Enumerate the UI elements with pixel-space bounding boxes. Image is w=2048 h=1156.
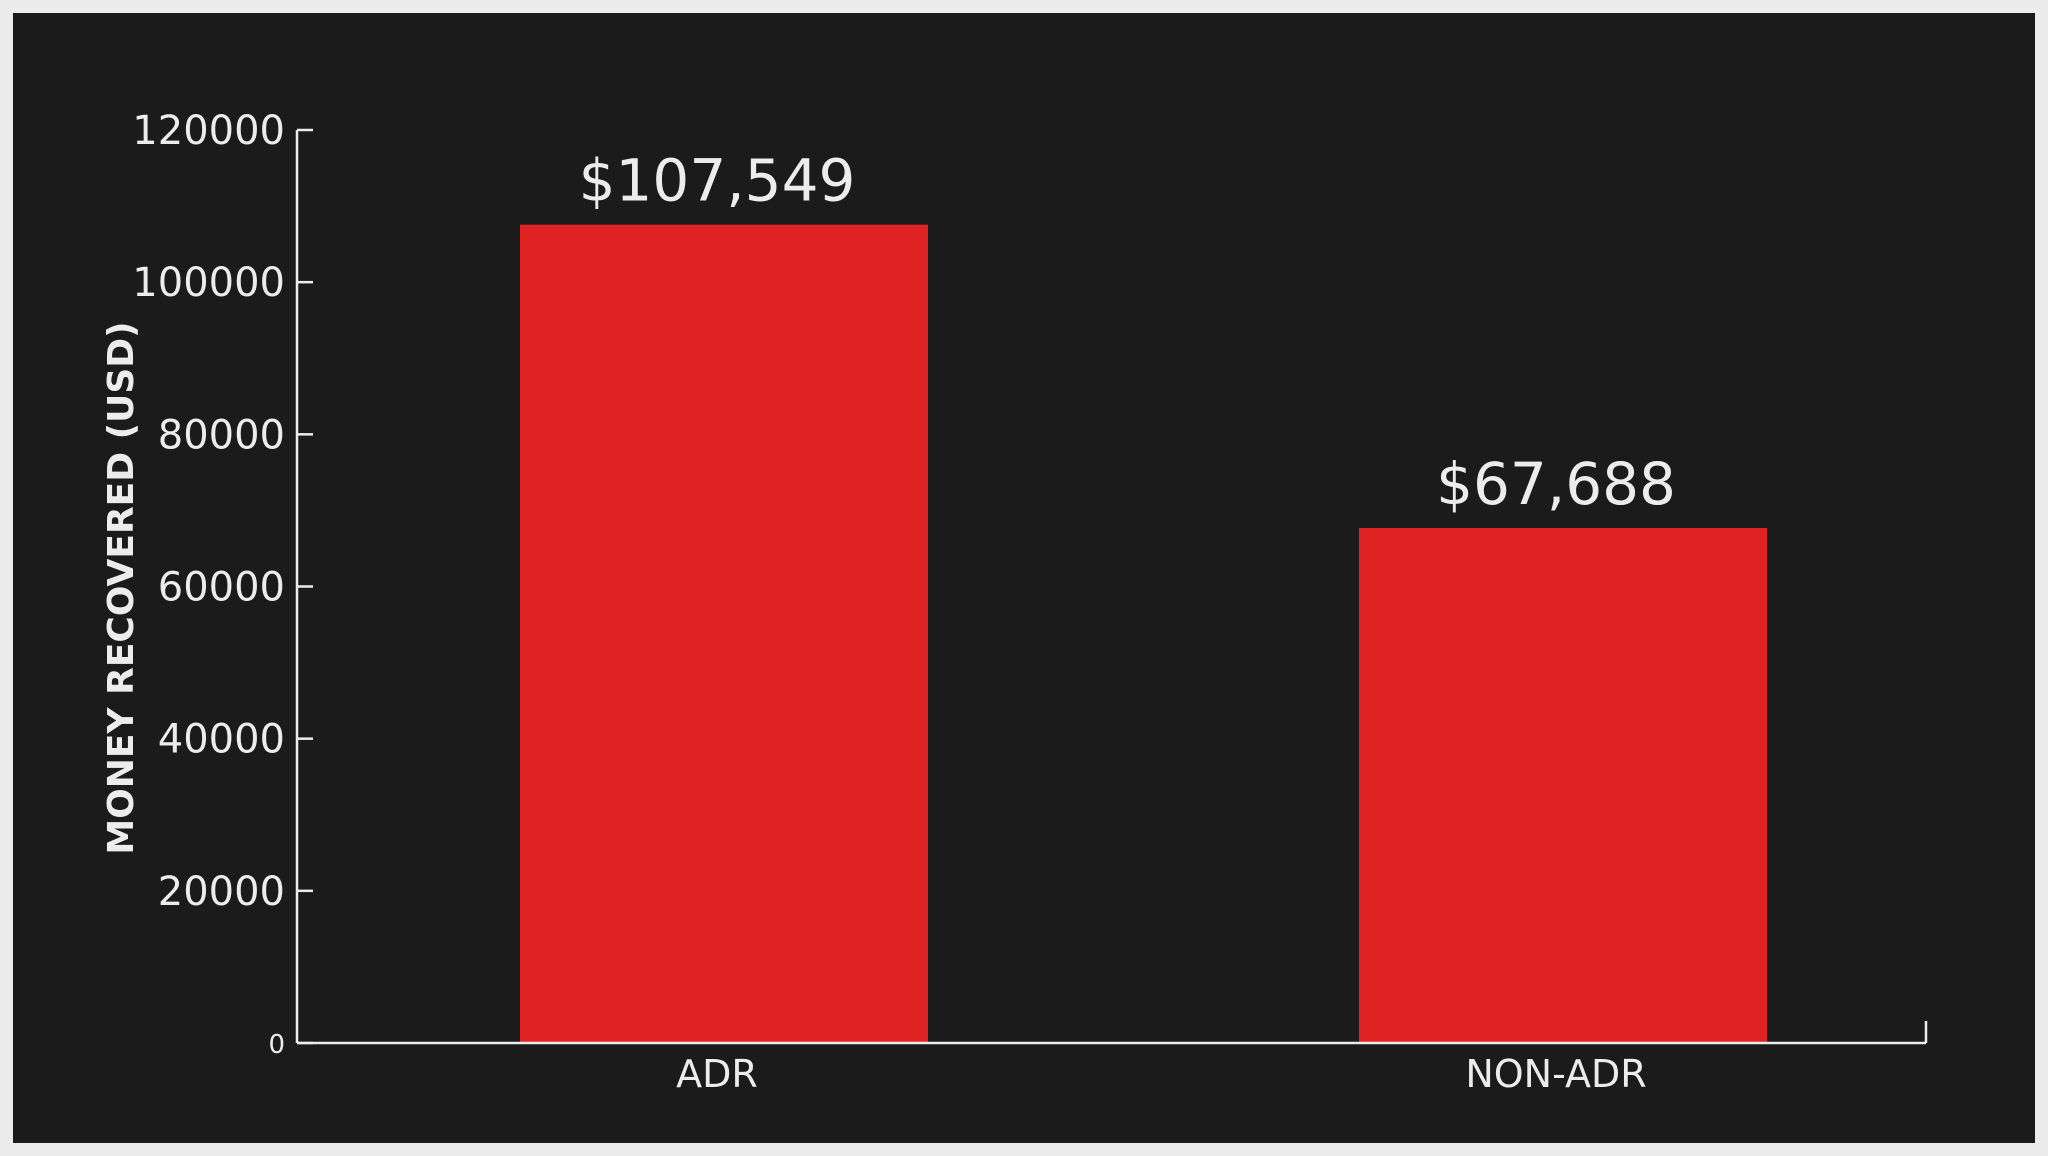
- y-tick-label: 120000: [132, 108, 285, 154]
- data-label: $107,549: [579, 147, 856, 215]
- y-tick-label: 60000: [158, 565, 285, 611]
- y-tick-label: 40000: [158, 717, 285, 763]
- y-tick-label: 20000: [158, 869, 285, 915]
- chart-panel: 0 20000 40000 60000 80000 100000 120000 $107,5…: [13, 13, 2035, 1143]
- y-axis-title: MONEY RECOVERED (USD): [101, 321, 142, 854]
- x-tick-label: ADR: [676, 1052, 758, 1096]
- data-labels: $107,549 $67,688: [579, 147, 1676, 518]
- bar-adr: [520, 224, 928, 1044]
- bar-non-adr: [1359, 528, 1767, 1043]
- y-tick-label: 0: [268, 1030, 285, 1060]
- y-tick-label: 80000: [158, 412, 285, 458]
- bars: [520, 224, 1767, 1044]
- y-axis: 0 20000 40000 60000 80000 100000 120000: [132, 108, 313, 1060]
- x-axis: ADR NON-ADR: [297, 1021, 1928, 1096]
- bar-chart: 0 20000 40000 60000 80000 100000 120000 $107,5…: [101, 108, 1928, 1096]
- x-tick-label: NON-ADR: [1465, 1052, 1646, 1096]
- y-tick-label: 100000: [132, 260, 285, 306]
- data-label: $67,688: [1436, 450, 1676, 518]
